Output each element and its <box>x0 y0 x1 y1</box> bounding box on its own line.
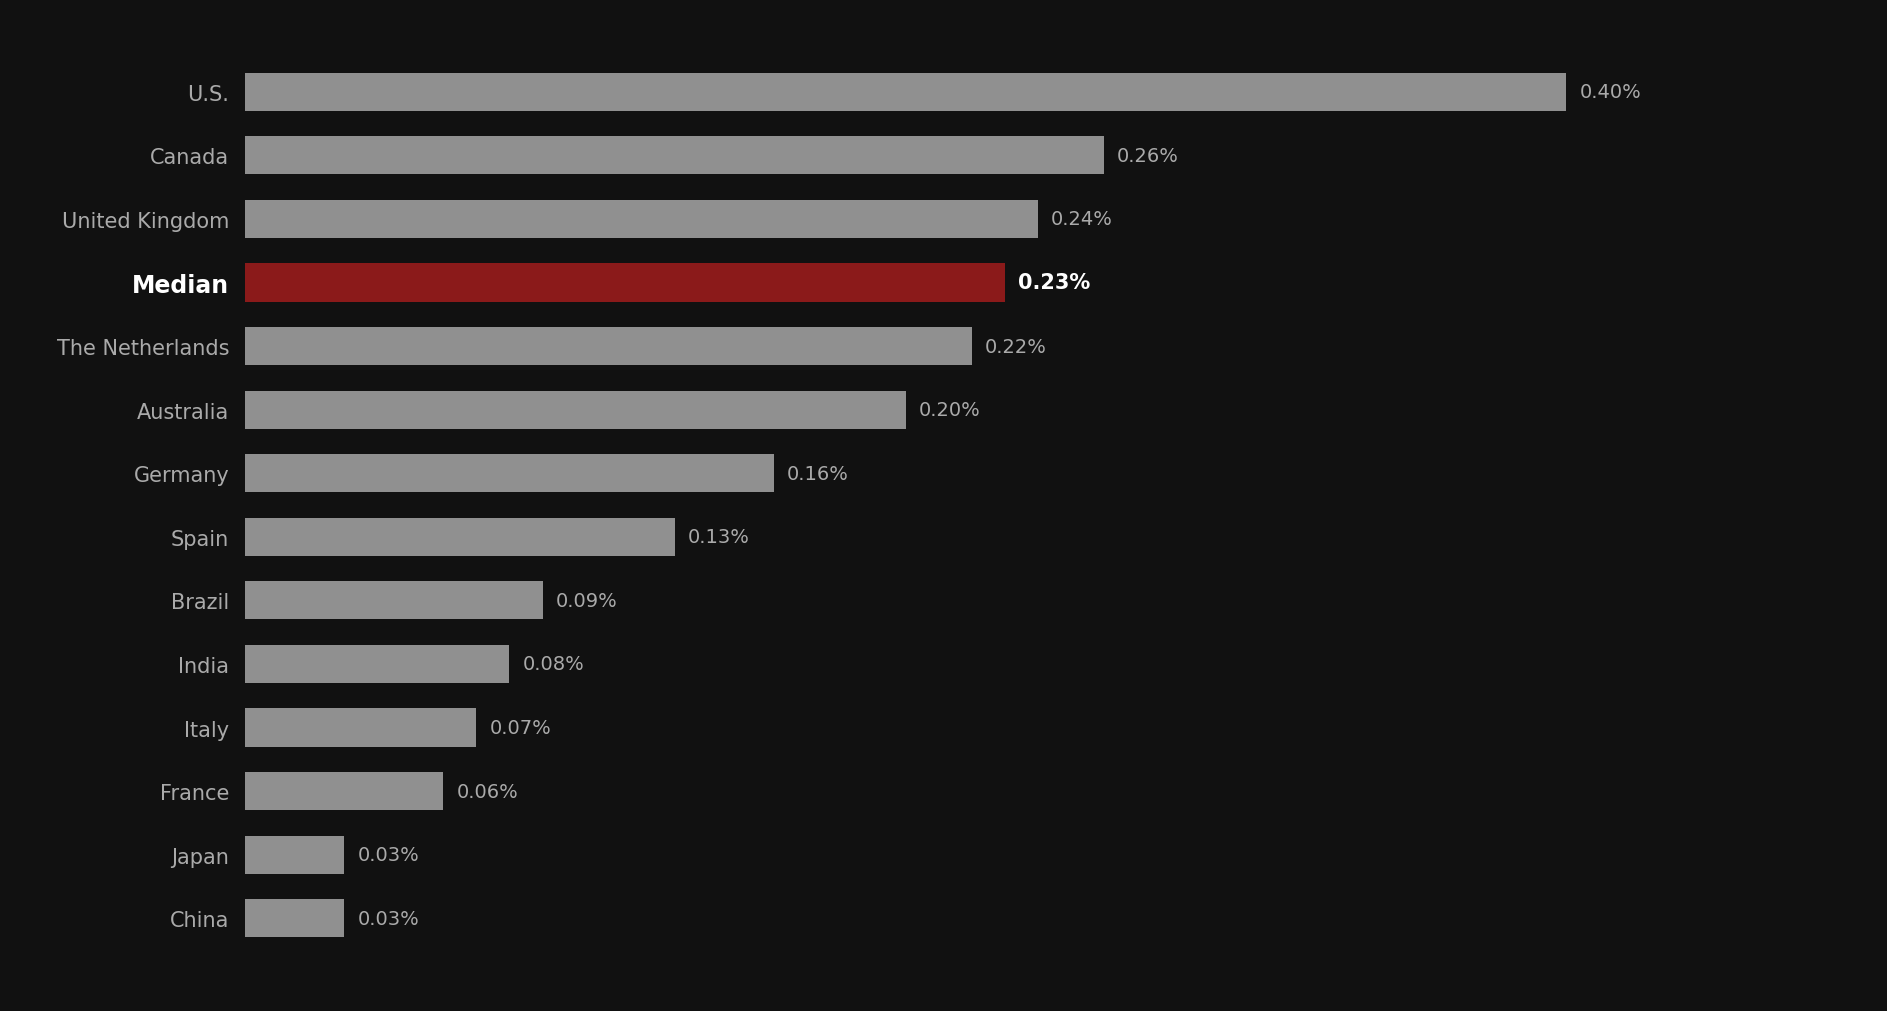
Text: 0.24%: 0.24% <box>1051 210 1113 229</box>
Text: 0.09%: 0.09% <box>557 591 617 611</box>
Text: 0.16%: 0.16% <box>787 464 849 483</box>
Text: 0.07%: 0.07% <box>491 719 551 737</box>
Text: 0.13%: 0.13% <box>689 528 749 547</box>
Bar <box>245 328 972 366</box>
Bar <box>245 645 509 683</box>
Text: 0.06%: 0.06% <box>457 782 519 801</box>
Text: 0.20%: 0.20% <box>919 400 981 420</box>
Bar <box>245 772 443 811</box>
Bar <box>245 900 345 937</box>
Bar <box>245 455 774 492</box>
Bar <box>245 264 1006 302</box>
Bar <box>245 137 1104 175</box>
Text: 0.23%: 0.23% <box>1019 273 1091 293</box>
Text: 0.22%: 0.22% <box>985 338 1047 356</box>
Text: 0.40%: 0.40% <box>1579 83 1642 102</box>
Bar <box>245 519 676 556</box>
Bar <box>245 709 477 747</box>
Bar <box>245 200 1038 239</box>
Text: 0.26%: 0.26% <box>1117 147 1179 166</box>
Text: 0.03%: 0.03% <box>359 909 419 928</box>
Bar <box>245 581 543 620</box>
Bar <box>245 74 1566 111</box>
Text: 0.03%: 0.03% <box>359 845 419 864</box>
Bar <box>245 836 345 874</box>
Text: 0.08%: 0.08% <box>523 655 585 673</box>
Bar <box>245 391 906 430</box>
